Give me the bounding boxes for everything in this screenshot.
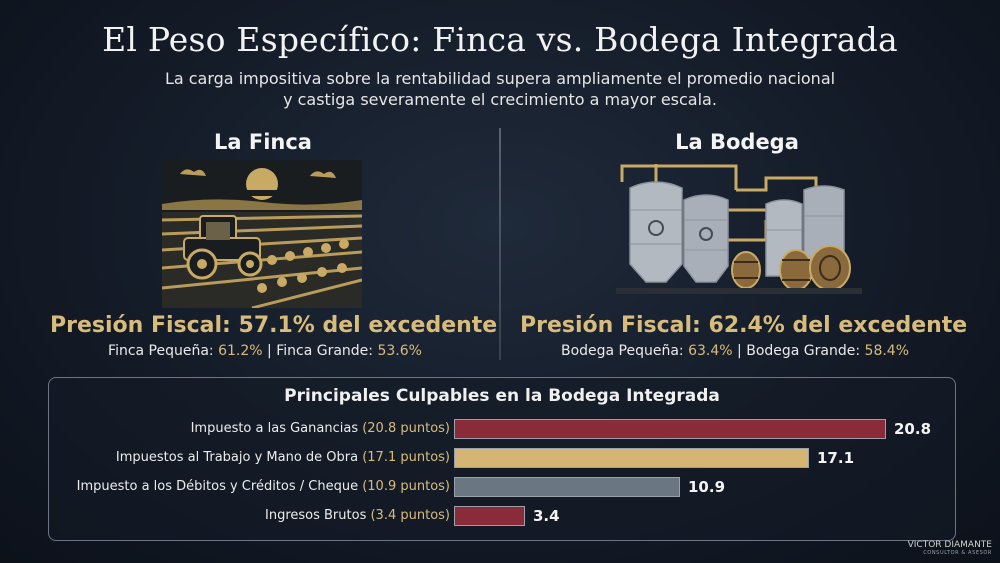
culprit-bar [454,448,809,468]
brand-logo: VICTOR DIAMANTE CONSULTOR & ASESOR [908,540,992,556]
culprit-label: Impuesto a las Ganancias (20.8 puntos) [191,421,450,436]
bodega-large-label: Bodega Grande: [746,343,865,359]
culprit-label: Ingresos Brutos (3.4 puntos) [265,508,450,523]
finca-separator: | [262,343,277,359]
finca-heading: La Finca [214,130,312,154]
subtitle-line-1: La carga impositiva sobre la rentabilida… [164,69,836,88]
culprit-label-text: Impuesto a los Débitos y Créditos / Cheq… [76,479,363,494]
finca-large-label: Finca Grande: [276,343,378,359]
culprits-panel: Principales Culpables en la Bodega Integ… [48,377,956,541]
bodega-pressure: Presión Fiscal: 62.4% del excedente [520,313,968,338]
culprit-label-detail: (20.8 puntos) [362,421,450,436]
page-subtitle: La carga impositiva sobre la rentabilida… [0,68,1000,110]
culprit-label: Impuesto a los Débitos y Créditos / Cheq… [77,479,450,494]
culprit-bar [454,477,680,497]
bodega-separator: | [732,343,747,359]
page-title: El Peso Específico: Finca vs. Bodega Int… [102,20,898,59]
culprit-row: Ingresos Brutos (3.4 puntos) 3.4 [49,506,955,528]
culprit-row: Impuesto a las Ganancias (20.8 puntos) 20… [49,419,955,441]
finca-small-label: Finca Pequeña: [108,343,219,359]
bodega-detail: Bodega Pequeña: 63.4% | Bodega Grande: 5… [520,343,950,359]
bodega-small-label: Bodega Pequeña: [560,343,689,359]
culprit-value-label: 3.4 [533,507,560,525]
culprit-label-detail: (3.4 puntos) [370,508,450,523]
logo-name: VICTOR DIAMANTE [907,540,992,550]
culprit-label: Impuestos al Trabajo y Mano de Obra (17.… [116,450,450,465]
winery-tanks-barrels-icon [616,160,862,306]
finca-pressure: Presión Fiscal: 57.1% del excedente [50,313,498,338]
bodega-heading: La Bodega [675,130,799,154]
culprit-value-label: 20.8 [894,420,932,438]
subtitle-line-2: y castiga severamente el crecimiento a m… [283,90,717,109]
finca-small-value: 61.2% [218,343,263,359]
culprit-label-detail: (10.9 puntos) [362,479,450,494]
column-divider [499,128,501,360]
finca-large-value: 53.6% [377,343,422,359]
culprits-title: Principales Culpables en la Bodega Integ… [284,386,720,406]
tractor-vineyard-icon [161,160,363,312]
culprit-bar [454,506,525,526]
bodega-large-value: 58.4% [864,343,910,359]
culprit-label-text: Impuestos al Trabajo y Mano de Obra [115,450,363,465]
culprit-row: Impuesto a los Débitos y Créditos / Cheq… [49,477,955,499]
culprit-label-detail: (17.1 puntos) [362,450,450,465]
finca-detail: Finca Pequeña: 61.2% | Finca Grande: 53.… [50,343,480,359]
culprit-value-label: 10.9 [688,478,726,496]
culprit-value-label: 17.1 [817,449,855,467]
culprit-row: Impuestos al Trabajo y Mano de Obra (17.… [49,448,955,470]
culprit-bar [454,419,886,439]
bodega-small-value: 63.4% [688,343,733,359]
culprit-label-text: Impuesto a las Ganancias [190,421,363,436]
logo-tagline: CONSULTOR & ASESOR [923,550,992,556]
culprit-label-text: Ingresos Brutos [265,508,371,523]
